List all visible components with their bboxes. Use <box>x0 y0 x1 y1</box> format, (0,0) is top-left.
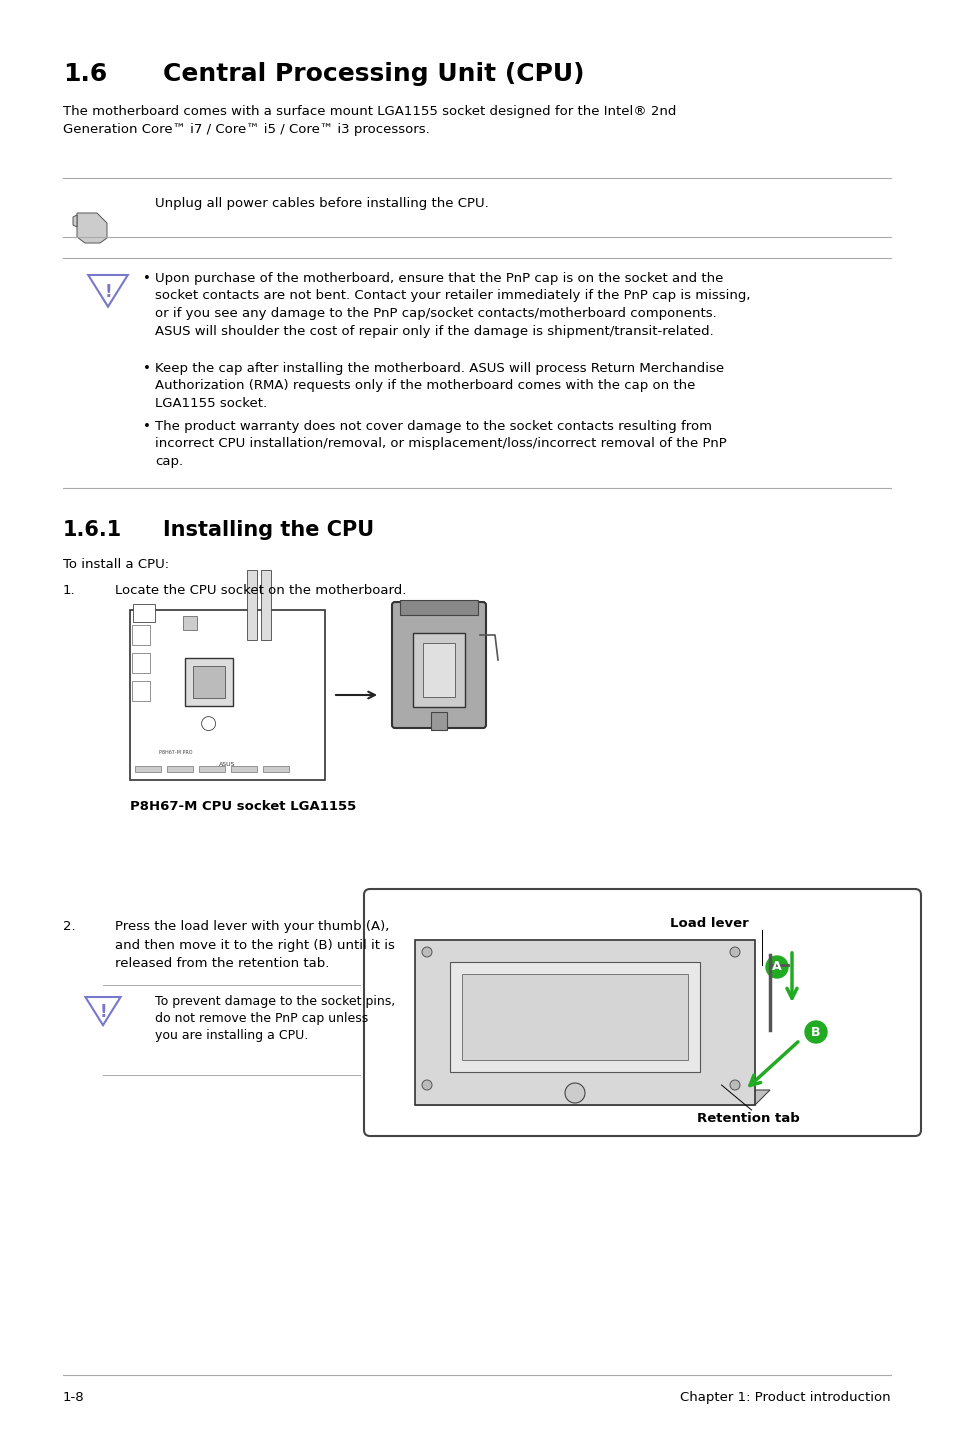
Text: Load lever: Load lever <box>669 917 748 930</box>
FancyBboxPatch shape <box>431 712 447 731</box>
FancyBboxPatch shape <box>422 643 455 697</box>
Text: Keep the cap after installing the motherboard. ASUS will process Return Merchand: Keep the cap after installing the mother… <box>154 362 723 410</box>
Text: P8H67-M CPU socket LGA1155: P8H67-M CPU socket LGA1155 <box>130 800 355 812</box>
FancyBboxPatch shape <box>461 974 687 1060</box>
Circle shape <box>421 1080 432 1090</box>
Text: Chapter 1: Product introduction: Chapter 1: Product introduction <box>679 1391 890 1403</box>
FancyBboxPatch shape <box>364 889 920 1136</box>
FancyBboxPatch shape <box>185 657 233 706</box>
Text: A: A <box>771 961 781 974</box>
FancyBboxPatch shape <box>130 610 325 779</box>
FancyBboxPatch shape <box>135 766 161 772</box>
Circle shape <box>421 948 432 958</box>
Polygon shape <box>77 213 107 243</box>
Text: Upon purchase of the motherboard, ensure that the PnP cap is on the socket and t: Upon purchase of the motherboard, ensure… <box>154 272 750 338</box>
Text: The motherboard comes with a surface mount LGA1155 socket designed for the Intel: The motherboard comes with a surface mou… <box>63 105 676 137</box>
Text: Press the load lever with your thumb (A),
and then move it to the right (B) unti: Press the load lever with your thumb (A)… <box>115 920 395 971</box>
Circle shape <box>201 716 215 731</box>
FancyBboxPatch shape <box>182 615 196 630</box>
FancyBboxPatch shape <box>199 766 225 772</box>
Polygon shape <box>415 1090 769 1104</box>
Text: To install a CPU:: To install a CPU: <box>63 558 169 571</box>
Circle shape <box>729 948 740 958</box>
Circle shape <box>729 1080 740 1090</box>
Text: !: ! <box>99 1004 107 1021</box>
FancyBboxPatch shape <box>263 766 289 772</box>
Text: ASUS: ASUS <box>219 762 235 766</box>
FancyBboxPatch shape <box>132 626 150 646</box>
FancyBboxPatch shape <box>193 666 224 697</box>
Text: !: ! <box>104 283 112 302</box>
FancyBboxPatch shape <box>132 604 154 623</box>
FancyBboxPatch shape <box>413 633 464 707</box>
FancyBboxPatch shape <box>247 569 256 640</box>
Text: •: • <box>143 362 151 375</box>
Text: Locate the CPU socket on the motherboard.: Locate the CPU socket on the motherboard… <box>115 584 406 597</box>
Circle shape <box>564 1083 584 1103</box>
Text: 1.6: 1.6 <box>63 62 107 86</box>
Text: Unplug all power cables before installing the CPU.: Unplug all power cables before installin… <box>154 197 488 210</box>
FancyBboxPatch shape <box>167 766 193 772</box>
FancyBboxPatch shape <box>132 653 150 673</box>
Text: Central Processing Unit (CPU): Central Processing Unit (CPU) <box>163 62 584 86</box>
Text: •: • <box>143 420 151 433</box>
Polygon shape <box>415 940 754 1104</box>
Text: 2.: 2. <box>63 920 75 933</box>
Text: Retention tab: Retention tab <box>697 1112 799 1125</box>
FancyBboxPatch shape <box>132 682 150 700</box>
Text: Installing the CPU: Installing the CPU <box>163 521 374 541</box>
Text: B: B <box>810 1025 820 1038</box>
FancyBboxPatch shape <box>231 766 256 772</box>
Text: •: • <box>143 272 151 285</box>
Circle shape <box>765 956 787 978</box>
FancyBboxPatch shape <box>399 600 477 615</box>
Text: To prevent damage to the socket pins,
do not remove the PnP cap unless
you are i: To prevent damage to the socket pins, do… <box>154 995 395 1043</box>
Text: 1.6.1: 1.6.1 <box>63 521 122 541</box>
Text: The product warranty does not cover damage to the socket contacts resulting from: The product warranty does not cover dama… <box>154 420 726 467</box>
FancyBboxPatch shape <box>261 569 271 640</box>
FancyBboxPatch shape <box>392 603 485 728</box>
Text: 1-8: 1-8 <box>63 1391 85 1403</box>
Polygon shape <box>73 216 77 227</box>
Circle shape <box>804 1021 826 1043</box>
Text: P8H67-M PRO: P8H67-M PRO <box>159 751 193 755</box>
FancyBboxPatch shape <box>450 962 700 1071</box>
Text: 1.: 1. <box>63 584 75 597</box>
